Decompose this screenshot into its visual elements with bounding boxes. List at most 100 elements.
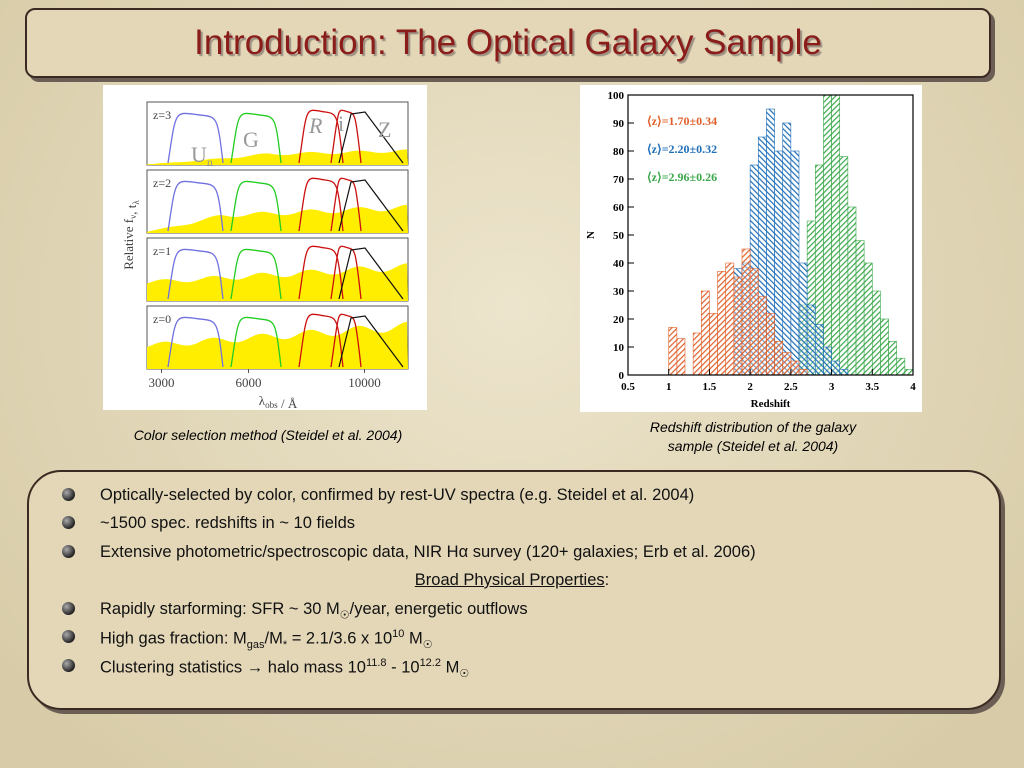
bullet-item: Clustering statistics → halo mass 1011.8…	[62, 657, 470, 680]
histogram-bar	[741, 248, 751, 376]
histogram-bar	[774, 341, 784, 376]
filter-label: Z	[378, 117, 391, 142]
histogram-bar	[798, 262, 808, 376]
left-caption: Color selection method (Steidel et al. 2…	[133, 427, 403, 443]
bullet-dot	[62, 488, 75, 501]
y-tick-label: 70	[613, 174, 625, 186]
bullet-item: Optically-selected by color, confirmed b…	[62, 486, 695, 505]
histogram-bar	[855, 240, 865, 376]
filter-curve	[230, 180, 282, 232]
subscript: obs	[265, 400, 278, 410]
x-tick-label: 0.5	[621, 381, 635, 393]
bullet-box	[27, 470, 1001, 710]
y-axis-label: N	[585, 231, 597, 239]
histogram-bar	[692, 332, 702, 376]
y-axis-label: Relative fν, tλ	[121, 200, 141, 270]
text-part: High gas fraction: M	[100, 629, 247, 648]
x-tick-label: 4	[910, 381, 916, 393]
subscript: ☉	[422, 638, 433, 651]
subscript: λ	[131, 200, 141, 205]
subscript: ☉	[459, 667, 470, 680]
legend-entry: ⟨z⟩=2.96±0.26	[647, 170, 717, 184]
superscript: 12.2	[419, 657, 441, 669]
text-part: - 10	[386, 658, 420, 677]
x-tick-label: 1	[666, 381, 672, 393]
title-box: Introduction: The Optical Galaxy Sample	[25, 8, 991, 78]
subscript: gas	[246, 638, 265, 651]
histogram-bar	[733, 276, 743, 376]
histogram-bar	[888, 341, 898, 376]
text-part: Extensive photometric/spectroscopic data…	[100, 543, 756, 561]
filter-curve	[167, 248, 224, 300]
bullet-dot	[62, 659, 75, 672]
right-caption: Redshift distribution of the galaxy samp…	[600, 418, 906, 456]
superscript: 10	[392, 628, 405, 640]
filter-curve	[330, 245, 362, 300]
filter-curve	[330, 177, 362, 232]
filter-curve	[338, 315, 404, 368]
filter-curve	[330, 109, 362, 164]
right-figure-svg: ⟨z⟩=2.96±0.26 ⟨z⟩=2.20±0.32 ⟨z⟩=1.70±0.34 0…	[585, 90, 916, 410]
text-part: i	[338, 111, 344, 136]
text-part: :	[604, 571, 610, 589]
text-part: ~1500 spec. redshifts in ~ 10 fields	[100, 514, 355, 532]
y-tick-label: 0	[619, 370, 625, 382]
histogram-bar	[676, 338, 686, 376]
filter-curve	[298, 109, 344, 164]
y-tick-label: 90	[613, 118, 625, 130]
bullet-heading: Broad Physical Properties:	[0, 571, 1024, 590]
subscript: ν	[128, 215, 138, 219]
bullet-item: Extensive photometric/spectroscopic data…	[62, 543, 756, 562]
histogram-bar	[831, 94, 841, 376]
text-part: U	[191, 142, 207, 167]
histogram-bar	[782, 352, 792, 376]
x-axis-label: Redshift	[751, 398, 791, 410]
bullet-dot	[62, 545, 75, 558]
y-tick-label: 10	[613, 342, 625, 354]
text-part: , t	[124, 204, 139, 215]
bullet-dot	[62, 630, 75, 643]
y-tick-label: 50	[613, 230, 625, 242]
bullet-dot	[62, 516, 75, 529]
filter-curve	[230, 248, 282, 300]
text-part: /M	[264, 629, 283, 648]
histogram-bar	[880, 318, 889, 376]
histogram-bar	[839, 156, 849, 376]
panel-label: z=0	[153, 312, 171, 326]
filter-curve	[230, 316, 282, 368]
histogram-bar	[871, 290, 881, 376]
filter-label: G	[243, 127, 259, 152]
filter-label: i	[338, 111, 344, 136]
text-part: G	[243, 127, 259, 152]
x-tick-label: 2.5	[784, 381, 798, 393]
filter-curve	[298, 313, 344, 368]
histogram-bar	[700, 290, 710, 376]
filter-label: R	[308, 113, 323, 138]
spectrum	[147, 321, 408, 369]
text-part: Z	[378, 117, 391, 142]
title: Introduction: The Optical Galaxy Sample	[194, 23, 822, 62]
filter-curve	[230, 112, 282, 164]
x-tick-label: 3	[829, 381, 835, 393]
text-part: = 2.1/3.6 x 10	[287, 629, 393, 648]
text-part: Rapidly starforming: SFR ~ 30 M	[100, 600, 340, 618]
histogram-bar	[749, 268, 759, 376]
filter-label: Un	[191, 142, 213, 169]
y-tick-label: 80	[613, 146, 625, 158]
text-part: R	[308, 113, 323, 138]
legend-entry: ⟨z⟩=2.20±0.32	[647, 142, 717, 156]
histogram-bar	[823, 346, 832, 376]
text-part: Optically-selected by color, confirmed b…	[100, 486, 695, 504]
text-part: / Å	[278, 396, 298, 410]
filter-curve	[330, 313, 362, 368]
x-tick-label: 1.5	[703, 381, 717, 393]
x-axis-label: λobs / Å	[259, 393, 298, 410]
panel-label: z=1	[153, 244, 171, 258]
text-part: M	[440, 658, 460, 677]
x-tick-label: 3000	[149, 375, 175, 390]
filter-curve	[338, 179, 404, 232]
text-part: /year, energetic outflows	[349, 600, 528, 618]
panel-label: z=3	[153, 108, 171, 122]
